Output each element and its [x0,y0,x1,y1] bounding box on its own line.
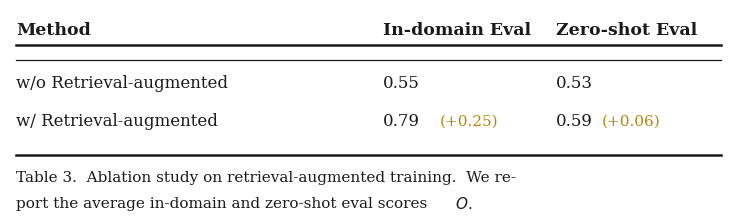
Text: 0.55: 0.55 [383,75,420,92]
Text: 0.79: 0.79 [383,113,420,130]
Text: w/ Retrieval-augmented: w/ Retrieval-augmented [16,113,218,130]
Text: Method: Method [16,22,91,39]
Text: In-domain Eval: In-domain Eval [383,22,531,39]
Text: port the average in-domain and zero-shot eval scores: port the average in-domain and zero-shot… [16,197,432,211]
Text: 0.59: 0.59 [556,113,593,130]
Text: Table 3.  Ablation study on retrieval-augmented training.  We re-: Table 3. Ablation study on retrieval-aug… [16,171,516,185]
Text: Zero-shot Eval: Zero-shot Eval [556,22,697,39]
Text: (+0.06): (+0.06) [602,114,661,128]
Text: 0.53: 0.53 [556,75,593,92]
Text: $\mathit{O}$.: $\mathit{O}$. [455,196,472,212]
Text: (+0.25): (+0.25) [440,114,498,128]
Text: w/o Retrieval-augmented: w/o Retrieval-augmented [16,75,228,92]
